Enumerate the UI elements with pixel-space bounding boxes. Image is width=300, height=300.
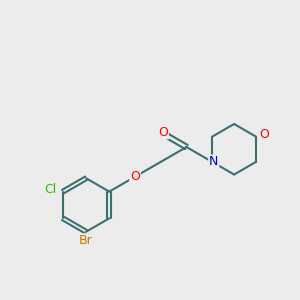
Text: O: O bbox=[260, 128, 269, 141]
Text: O: O bbox=[158, 125, 168, 139]
Text: O: O bbox=[130, 170, 140, 183]
Text: Cl: Cl bbox=[44, 183, 56, 196]
Text: Br: Br bbox=[79, 234, 93, 247]
Text: N: N bbox=[209, 155, 218, 168]
